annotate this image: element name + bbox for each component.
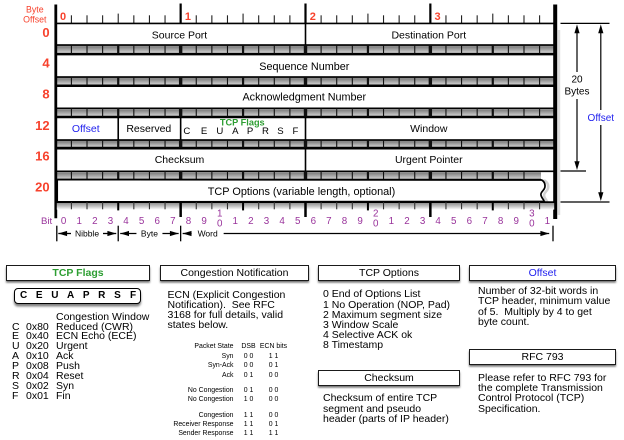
svg-text:2: 2 [310,11,316,23]
svg-text:S: S [277,126,283,137]
svg-text:Acknowledgment Number: Acknowledgment Number [242,92,366,104]
svg-text:U: U [216,126,223,137]
svg-text:0: 0 [60,11,66,23]
svg-text:R: R [262,126,269,137]
svg-text:1: 1 [217,208,222,219]
svg-text:20: 20 [571,74,583,85]
svg-text:2: 2 [404,216,409,227]
svg-text:Bit: Bit [41,216,53,227]
svg-text:P: P [247,126,253,137]
svg-text:Window: Window [410,123,448,135]
svg-text:1: 1 [545,216,550,227]
svg-text:9: 9 [513,216,518,227]
svg-text:A: A [232,126,239,137]
svg-text:5: 5 [451,216,457,227]
svg-text:Sequence Number: Sequence Number [259,61,349,73]
svg-text:4: 4 [435,216,441,227]
svg-text:8: 8 [498,216,504,227]
svg-text:Byte: Byte [26,4,44,14]
svg-text:6: 6 [467,216,473,227]
svg-text:5: 5 [295,216,301,227]
svg-text:Offset: Offset [72,123,100,135]
svg-text:Bytes: Bytes [564,86,589,97]
svg-text:2: 2 [373,208,378,219]
svg-text:16: 16 [35,148,49,163]
svg-text:4: 4 [123,216,129,227]
svg-text:12: 12 [35,118,49,133]
svg-text:Byte: Byte [141,229,158,239]
svg-text:1: 1 [76,216,81,227]
svg-text:3: 3 [264,216,270,227]
svg-text:6: 6 [155,216,161,227]
svg-text:Checksum: Checksum [155,154,205,166]
svg-text:6: 6 [311,216,317,227]
svg-text:8: 8 [186,216,192,227]
svg-text:3: 3 [108,216,114,227]
svg-text:Destination Port: Destination Port [391,30,466,42]
svg-text:20: 20 [35,179,49,194]
svg-text:1: 1 [233,216,238,227]
svg-text:0: 0 [61,216,67,227]
svg-text:9: 9 [357,216,362,227]
svg-text:8: 8 [342,216,348,227]
svg-text:0: 0 [42,25,49,40]
svg-text:0: 0 [217,218,223,229]
svg-text:Urgent Pointer: Urgent Pointer [395,154,463,166]
svg-text:7: 7 [326,216,331,227]
svg-text:Offset: Offset [588,113,615,124]
svg-text:TCP Flags: TCP Flags [220,118,265,128]
svg-text:9: 9 [201,216,206,227]
svg-text:Nibble: Nibble [75,229,99,239]
svg-text:3: 3 [529,208,535,219]
svg-text:1: 1 [389,216,394,227]
svg-text:Word: Word [198,229,218,239]
svg-text:2: 2 [248,216,253,227]
svg-text:Source Port: Source Port [152,30,208,42]
svg-text:0: 0 [529,218,535,229]
svg-text:TCP Options (variable length,: TCP Options (variable length, optional) [208,186,395,198]
svg-text:C: C [183,126,190,137]
svg-text:1: 1 [185,11,191,23]
svg-text:F: F [292,126,298,137]
svg-text:7: 7 [482,216,487,227]
svg-text:3: 3 [435,11,441,23]
svg-text:8: 8 [42,87,49,102]
svg-text:Reserved: Reserved [126,123,171,135]
svg-text:2: 2 [92,216,97,227]
svg-text:5: 5 [139,216,145,227]
svg-text:E: E [201,126,207,137]
svg-text:4: 4 [279,216,285,227]
svg-text:7: 7 [170,216,175,227]
svg-text:0: 0 [373,218,379,229]
svg-text:Offset: Offset [23,14,47,24]
svg-text:4: 4 [42,55,50,70]
svg-text:3: 3 [420,216,426,227]
